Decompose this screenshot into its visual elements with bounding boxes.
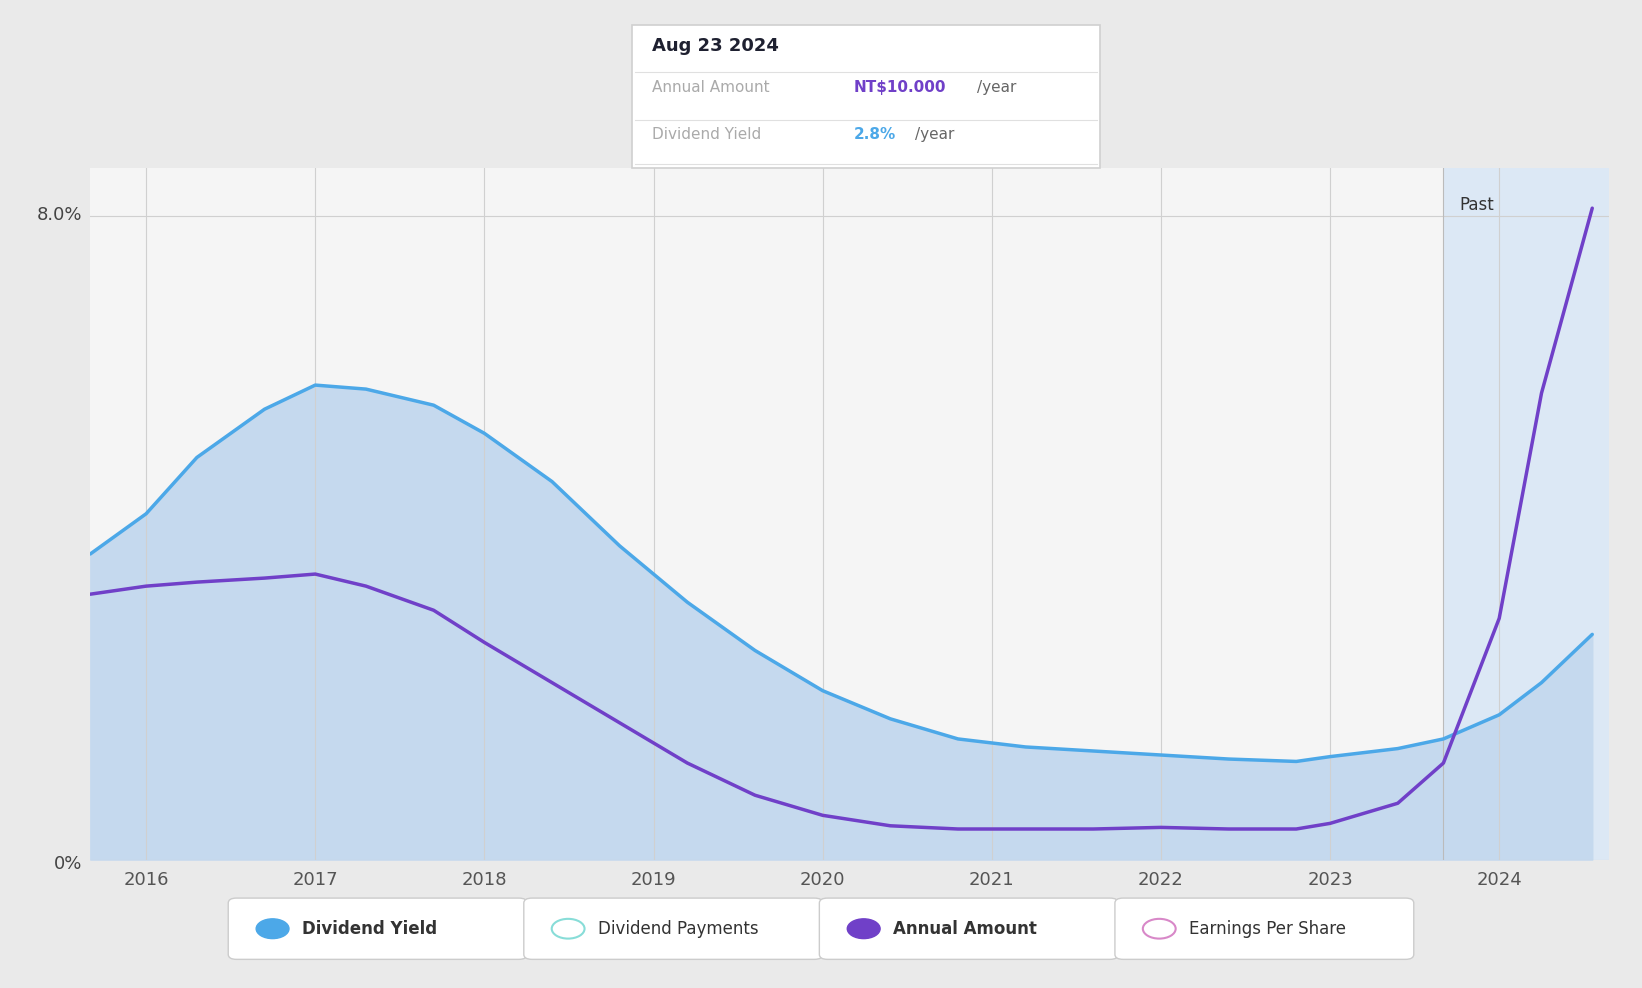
Text: NT$10.000: NT$10.000	[854, 80, 946, 95]
Bar	[1443, 168, 1609, 860]
Text: Dividend Yield: Dividend Yield	[652, 127, 762, 142]
Text: Annual Amount: Annual Amount	[652, 80, 770, 95]
Text: Earnings Per Share: Earnings Per Share	[1189, 920, 1346, 938]
Text: /year: /year	[977, 80, 1016, 95]
Text: 2.8%: 2.8%	[854, 127, 897, 142]
Text: Aug 23 2024: Aug 23 2024	[652, 37, 778, 54]
Text: /year: /year	[915, 127, 954, 142]
Text: Annual Amount: Annual Amount	[893, 920, 1038, 938]
Text: 8.0%: 8.0%	[36, 206, 82, 224]
Text: 0%: 0%	[54, 855, 82, 872]
Text: Dividend Payments: Dividend Payments	[598, 920, 759, 938]
Text: Dividend Yield: Dividend Yield	[302, 920, 437, 938]
Text: Past: Past	[1460, 196, 1494, 213]
